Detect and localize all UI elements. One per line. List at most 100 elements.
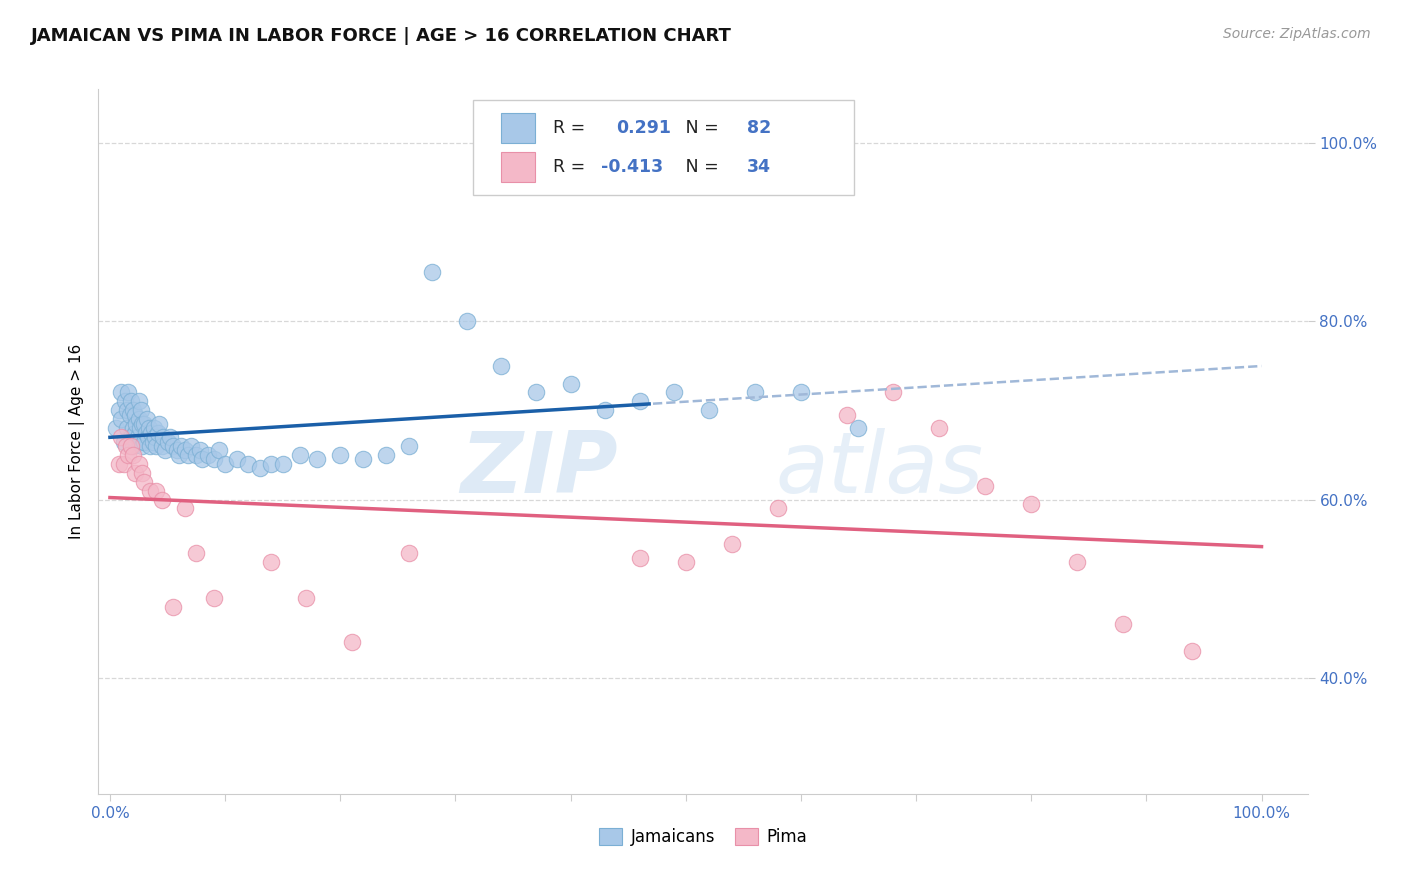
Point	[128, 394, 150, 409]
Point	[307, 452, 329, 467]
Point	[288, 448, 311, 462]
Point	[128, 421, 150, 435]
Point	[134, 434, 156, 449]
FancyBboxPatch shape	[501, 152, 534, 181]
Point	[117, 385, 139, 400]
Point	[628, 550, 651, 565]
Point	[744, 385, 766, 400]
Point	[835, 408, 858, 422]
Point	[422, 265, 444, 279]
Point	[166, 443, 188, 458]
Point	[112, 457, 135, 471]
Text: ZIP: ZIP	[461, 428, 619, 511]
Point	[560, 376, 582, 391]
Point	[120, 430, 142, 444]
Point	[186, 546, 208, 560]
Point	[122, 403, 145, 417]
Point	[120, 394, 142, 409]
Point	[125, 417, 148, 431]
Point	[108, 403, 131, 417]
Point	[124, 425, 146, 440]
Point	[352, 452, 374, 467]
Point	[491, 359, 513, 373]
Point	[766, 501, 789, 516]
Point	[127, 430, 149, 444]
Point	[186, 448, 208, 462]
Point	[340, 635, 363, 649]
Point	[398, 546, 420, 560]
Point	[122, 439, 145, 453]
Point	[188, 443, 211, 458]
Point	[170, 439, 193, 453]
Point	[148, 417, 170, 431]
Point	[1066, 555, 1088, 569]
Point	[150, 492, 173, 507]
Point	[112, 434, 135, 449]
Point	[208, 443, 231, 458]
Text: N =: N =	[681, 119, 724, 137]
Point	[152, 430, 174, 444]
Point	[882, 385, 904, 400]
Text: R =: R =	[553, 119, 591, 137]
Text: -0.413: -0.413	[602, 158, 664, 176]
Point	[456, 314, 478, 328]
Point	[135, 412, 157, 426]
Point	[167, 448, 190, 462]
Point	[148, 425, 170, 440]
Point	[249, 461, 271, 475]
Point	[1019, 497, 1042, 511]
Point	[593, 403, 616, 417]
Point	[628, 394, 651, 409]
Point	[848, 421, 870, 435]
Point	[141, 425, 163, 440]
Point	[664, 385, 686, 400]
Point	[143, 430, 166, 444]
Point	[134, 417, 156, 431]
Text: atlas: atlas	[776, 428, 984, 511]
Point	[294, 591, 316, 605]
Text: JAMAICAN VS PIMA IN LABOR FORCE | AGE > 16 CORRELATION CHART: JAMAICAN VS PIMA IN LABOR FORCE | AGE > …	[31, 27, 731, 45]
Point	[122, 448, 145, 462]
Point	[145, 439, 167, 453]
Point	[260, 457, 283, 471]
Text: 0.291: 0.291	[616, 119, 671, 137]
Point	[974, 479, 997, 493]
Point	[110, 385, 132, 400]
Point	[142, 421, 165, 435]
Point	[675, 555, 697, 569]
Point	[202, 591, 225, 605]
Point	[128, 434, 150, 449]
Point	[110, 412, 132, 426]
Point	[191, 452, 214, 467]
Point	[928, 421, 950, 435]
Point	[202, 452, 225, 467]
Point	[524, 385, 547, 400]
Y-axis label: In Labor Force | Age > 16: In Labor Force | Age > 16	[69, 344, 84, 539]
Point	[145, 483, 167, 498]
Point	[720, 537, 742, 551]
Point	[180, 439, 202, 453]
Point	[129, 403, 152, 417]
Point	[131, 466, 153, 480]
Point	[141, 434, 163, 449]
Point	[128, 457, 150, 471]
Point	[697, 403, 720, 417]
Point	[177, 448, 200, 462]
Point	[197, 448, 219, 462]
Point	[271, 457, 294, 471]
Text: Source: ZipAtlas.com: Source: ZipAtlas.com	[1223, 27, 1371, 41]
Point	[162, 599, 184, 614]
Point	[150, 439, 173, 453]
Point	[114, 394, 136, 409]
Point	[134, 475, 156, 489]
Text: 34: 34	[747, 158, 770, 176]
Point	[115, 439, 138, 453]
FancyBboxPatch shape	[501, 113, 534, 143]
Point	[1181, 644, 1204, 658]
Point	[790, 385, 813, 400]
Point	[139, 439, 162, 453]
Point	[214, 457, 236, 471]
Point	[162, 439, 184, 453]
Point	[115, 403, 138, 417]
Point	[124, 408, 146, 422]
